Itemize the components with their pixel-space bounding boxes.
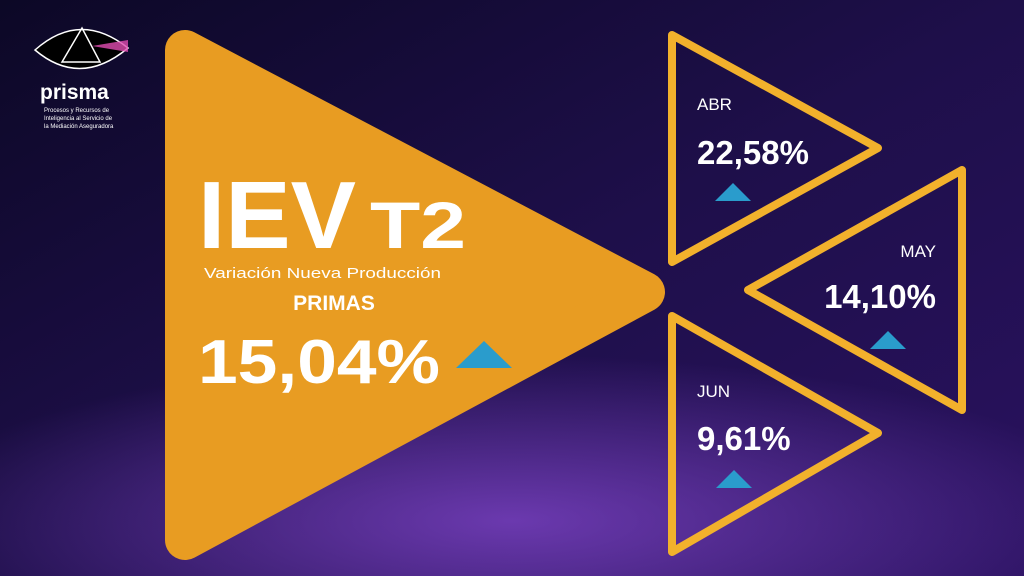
logo-prism — [60, 26, 102, 63]
logo-tagline: Inteligencia al Servicio de — [44, 116, 113, 122]
month-value: 14,10% — [824, 278, 936, 315]
up-arrow — [456, 341, 512, 368]
main-subtitle: Variación Nueva Producción — [204, 265, 441, 282]
logo-tagline: Procesos y Recursos de — [44, 108, 110, 114]
month-label: ABR — [697, 95, 732, 114]
main-label: PRIMAS — [293, 292, 375, 315]
up-arrow — [870, 331, 906, 349]
month-value: 9,61% — [697, 420, 791, 457]
month-value: 22,58% — [697, 134, 809, 171]
logo-spectrum — [92, 40, 128, 52]
main-period: T2 — [370, 188, 466, 262]
logo-name: prisma — [40, 81, 109, 104]
main-title: IEV — [198, 162, 356, 269]
logo-tagline: la Mediación Aseguradora — [44, 124, 114, 130]
month-label: MAY — [900, 242, 936, 261]
up-arrow — [716, 470, 752, 488]
month-triangle — [744, 166, 966, 414]
month-label: JUN — [697, 382, 730, 401]
main-triangle — [165, 30, 665, 560]
logo: prisma Procesos y Recursos de Inteligenc… — [33, 26, 130, 130]
month-triangle — [668, 31, 882, 266]
main-value: 15,04% — [198, 328, 440, 397]
up-arrow — [715, 183, 751, 201]
month-triangle — [668, 312, 882, 556]
